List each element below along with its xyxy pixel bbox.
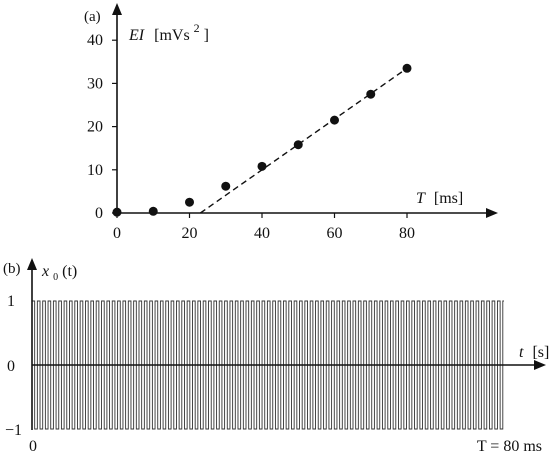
square-wave-path	[32, 300, 504, 430]
y-label-unit: [mVs	[154, 27, 190, 44]
panel-a-ticks: 0 20 40 60 80 0 10 20 30 40	[87, 32, 415, 242]
x-tick-label: 60	[327, 225, 343, 242]
panel-b-x-axis-arrow	[534, 360, 546, 370]
data-point	[366, 89, 376, 99]
panel-a-points	[112, 63, 412, 217]
panel-b-square-wave	[32, 300, 504, 430]
panel-b: (b) x 0 (t) 1 0 −1 t [s] 0 T = 80 ms	[3, 258, 549, 455]
x-label-unit: [ms]	[434, 190, 463, 207]
y-tick-label: 0	[95, 205, 103, 222]
fit-line-dashed	[199, 67, 408, 214]
y-label-bracket: ]	[204, 27, 209, 44]
panel-b-x-end-label: T = 80 ms	[477, 438, 542, 455]
y-label-arg: (t)	[62, 263, 77, 280]
data-point	[148, 206, 158, 216]
y-label-var: EI	[128, 27, 145, 44]
data-point	[293, 140, 303, 150]
y-label-sub: 0	[53, 272, 58, 283]
x-label-unit: [s]	[532, 344, 549, 361]
panel-b-y-label: x 0 (t)	[41, 263, 77, 284]
data-point	[185, 197, 194, 207]
data-point	[402, 63, 412, 73]
panel-b-ytick-label-0: 0	[7, 358, 15, 375]
panel-a: (a) 0 20 40 60 80 0 10 20 30 40 EI [mVs 2 ] T [ms…	[84, 3, 498, 242]
panel-b-x-start-label: 0	[29, 438, 37, 455]
x-tick-label: 40	[254, 225, 270, 242]
panel-b-ytick-label-minus-1: −1	[5, 422, 22, 439]
y-tick-label: 40	[87, 32, 103, 49]
y-tick-label: 30	[87, 75, 103, 92]
panel-b-ytick-label-1: 1	[7, 293, 15, 310]
panel-a-x-label: T [ms]	[416, 190, 463, 207]
y-tick-label: 10	[87, 162, 103, 179]
panel-b-label: (b)	[3, 261, 21, 277]
data-point	[330, 115, 339, 125]
panel-a-y-axis-arrow	[112, 3, 122, 15]
data-point	[221, 181, 231, 191]
data-point	[257, 161, 267, 171]
x-tick-label: 0	[113, 225, 121, 242]
y-label-exponent: 2	[194, 21, 200, 35]
y-tick-label: 20	[87, 119, 103, 136]
y-label-var: x	[41, 263, 49, 280]
x-tick-label: 20	[182, 225, 198, 242]
x-label-var: T	[416, 190, 426, 207]
panel-b-x-label: t [s]	[519, 344, 549, 361]
data-point	[112, 207, 122, 217]
panel-b-y-axis-arrow	[27, 258, 37, 270]
x-label-var: t	[519, 344, 524, 361]
panel-a-y-label: EI [mVs 2 ]	[128, 19, 209, 44]
panel-a-x-axis-arrow	[486, 208, 498, 218]
panel-a-label: (a)	[84, 9, 101, 25]
x-tick-label: 80	[399, 225, 415, 242]
